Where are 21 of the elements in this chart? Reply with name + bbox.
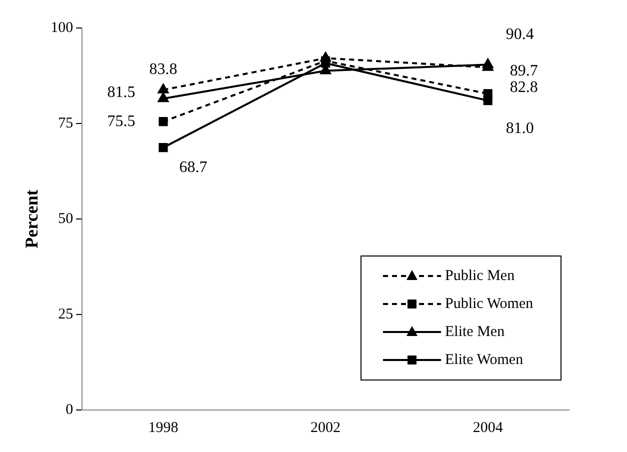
y-axis-title: Percent [21, 190, 42, 248]
y-tick-label: 50 [58, 210, 74, 227]
legend-label: Elite Women [445, 352, 524, 368]
data-label: 75.5 [107, 112, 136, 130]
x-tick-label: 1998 [148, 420, 178, 436]
data-label: 82.8 [510, 78, 538, 96]
data-label: 83.8 [149, 61, 178, 78]
y-tick-label: 75 [58, 115, 74, 132]
data-label: 89.7 [510, 62, 538, 80]
data-label: 81.5 [107, 84, 136, 101]
legend-label: Public Women [445, 296, 534, 312]
x-tick-label: 2004 [472, 420, 504, 436]
x-tick-label: 2002 [310, 420, 341, 436]
y-tick-label: 100 [50, 20, 74, 36]
legend-label: Elite Men [445, 324, 506, 340]
data-label: 68.7 [179, 158, 208, 176]
legend-label: Public Men [445, 268, 516, 284]
y-tick-label: 0 [66, 402, 74, 418]
y-tick-label: 25 [58, 306, 74, 322]
data-label: 81.0 [506, 120, 534, 137]
data-label: 90.4 [506, 26, 534, 43]
